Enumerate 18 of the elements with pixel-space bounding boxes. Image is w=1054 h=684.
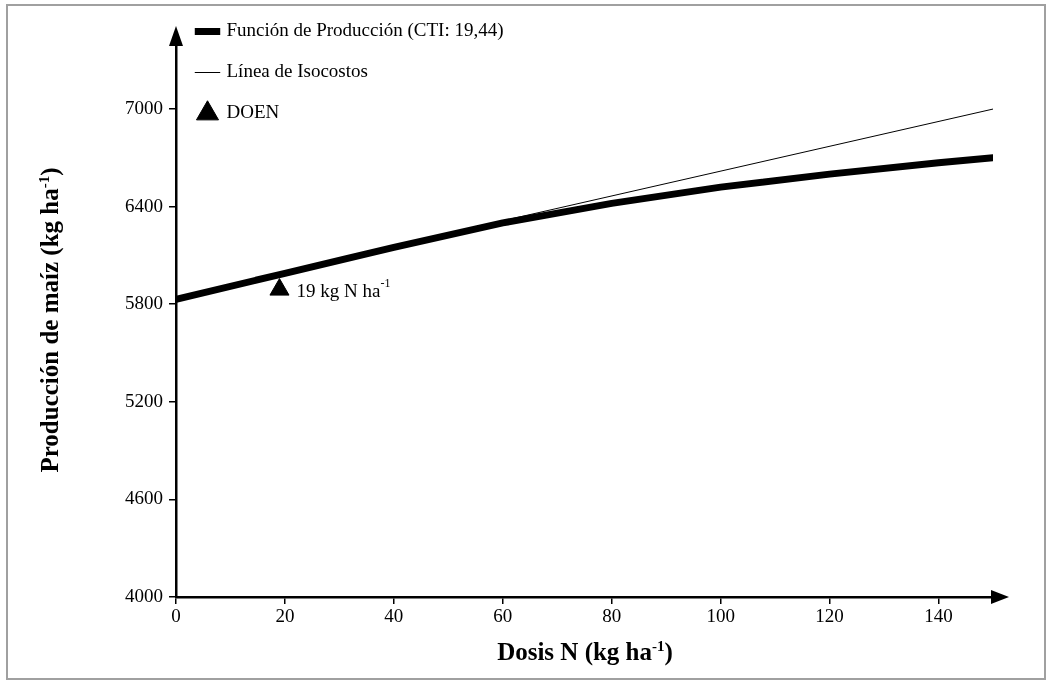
y-tick-label: 4000 [125,584,163,606]
x-tick-label: 100 [706,605,735,627]
y-tick-label: 7000 [125,97,163,119]
y-tick-label: 6400 [125,194,163,216]
x-axis-title: Dosis N (kg ha$^{-1}$) [497,637,673,667]
legend-label: DOEN [226,101,280,123]
y-tick-label: 4600 [125,487,163,509]
x-tick-label: 140 [924,605,953,627]
x-tick-label: 0 [171,605,181,627]
y-tick-label: 5200 [125,389,163,411]
legend-label: Línea de Isocostos [226,60,368,82]
x-tick-label: 120 [815,605,844,627]
x-tick-label: 80 [602,605,622,627]
x-tick-label: 60 [493,605,513,627]
legend-label: Función de Producción (CTI: 19,44) [226,19,504,42]
x-tick-label: 40 [384,605,404,627]
y-tick-label: 5800 [125,292,163,314]
x-tick-label: 20 [275,605,295,627]
